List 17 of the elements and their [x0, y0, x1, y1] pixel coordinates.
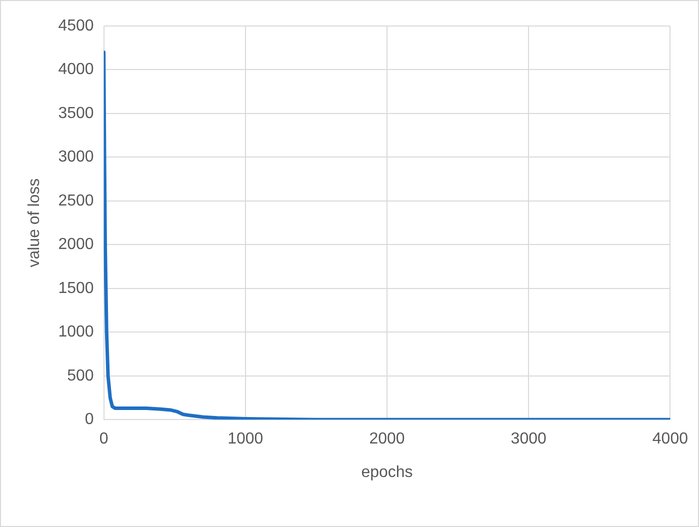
- y-tick-label: 1500: [58, 280, 94, 297]
- y-tick-label: 2500: [58, 192, 94, 210]
- x-tick-label: 0: [99, 430, 108, 448]
- y-tick-label: 0: [84, 411, 94, 428]
- x-tick-label: 4000: [652, 430, 688, 448]
- y-tick-label: 3500: [58, 104, 94, 122]
- x-tick-label: 1000: [228, 430, 264, 448]
- y-tick-label: 4000: [58, 61, 94, 78]
- y-tick-label: 3000: [58, 148, 94, 166]
- x-tick-label: 2000: [369, 430, 405, 448]
- y-tick-label: 4500: [58, 17, 94, 34]
- y-tick-label: 1000: [58, 324, 94, 341]
- y-tick-label: 2000: [58, 236, 94, 254]
- y-tick-label: 500: [67, 367, 94, 384]
- y-axis-title: value of loss: [26, 178, 44, 268]
- x-tick-label: 3000: [510, 430, 546, 448]
- x-axis-title: epochs: [361, 464, 413, 481]
